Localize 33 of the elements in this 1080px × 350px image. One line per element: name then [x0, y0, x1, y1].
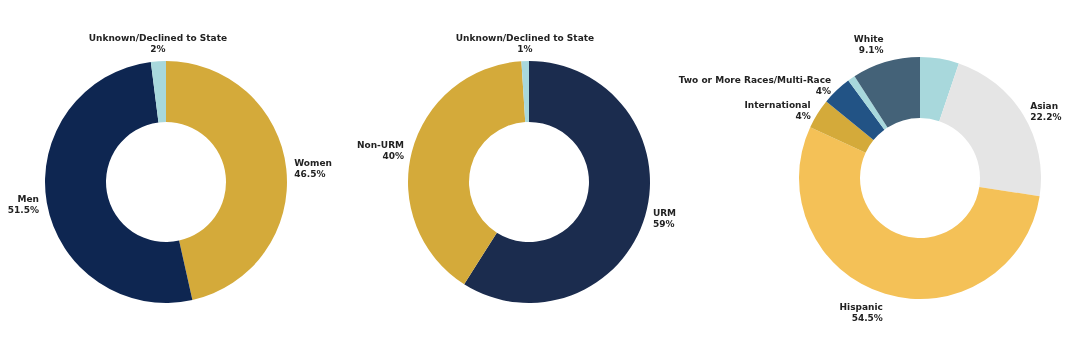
slice-label: Men	[17, 194, 39, 205]
slice-label: White	[853, 34, 884, 45]
slice-label: Women	[294, 157, 332, 168]
donut-slice	[799, 127, 1040, 299]
slice-label: URM	[652, 207, 677, 218]
donut-slice	[45, 61, 193, 303]
data-label: 2%	[150, 44, 166, 55]
slice-label: Asian	[1030, 100, 1059, 111]
donut-slice	[810, 101, 874, 153]
data-label: 59%	[652, 218, 675, 229]
slice-label: Non-URM	[356, 139, 405, 150]
slice-label: Unknown/Declined to State	[455, 33, 595, 44]
donut-slice	[848, 76, 888, 130]
slice-label: Unknown/Declined to State	[88, 33, 228, 44]
data-label: 54.5%	[851, 312, 883, 323]
donut-slice	[920, 57, 959, 122]
data-label: 40%	[382, 150, 405, 161]
slice-label: International	[744, 99, 811, 110]
donut-slice	[408, 61, 526, 285]
data-label: 1%	[517, 44, 533, 55]
data-label: 51.5%	[7, 205, 39, 216]
data-label: 46.5%	[294, 168, 326, 179]
data-label: 22.2%	[1030, 111, 1062, 122]
slice-label: Hispanic	[839, 301, 883, 312]
data-label: 4%	[795, 110, 811, 121]
donut-slice	[464, 61, 650, 303]
donut-slice	[521, 61, 529, 123]
donut-slice	[854, 57, 920, 128]
data-label: 4%	[815, 85, 832, 96]
slice-label: Two or More Races/Multi-Race	[678, 74, 832, 85]
donut-slice	[166, 61, 287, 301]
data-label: 9.1%	[858, 45, 884, 56]
donut-slice	[150, 61, 166, 123]
